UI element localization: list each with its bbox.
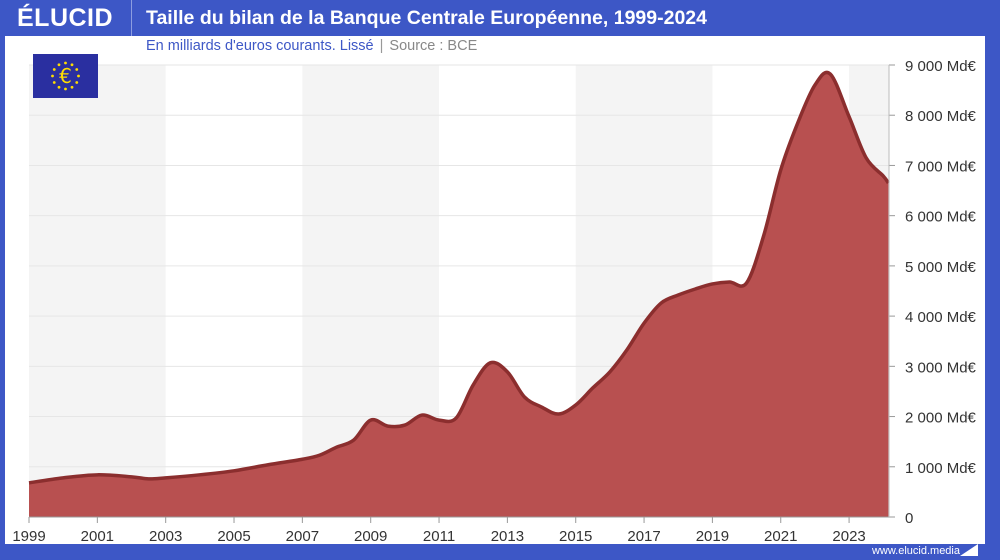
corner-logo-icon [960,544,978,556]
flag-star [52,68,56,71]
x-tick-label: 2021 [764,528,797,545]
x-tick-label: 2001 [81,528,114,545]
eu-flag-euro-icon: € [33,54,98,98]
footer-url[interactable]: www.elucid.media [871,545,960,557]
source-text: Source : BCE [389,38,478,54]
chart-subtitle: En milliards d'euros courants. Lissé | Sou… [146,38,477,54]
x-tick-label: 2007 [286,528,319,545]
x-tick-label: 2013 [491,528,524,545]
y-tick-label: 8 000 Md€ [905,108,977,125]
header-bar: ÉLUCID Taille du bilan de la Banque Cent… [0,0,1000,36]
svg-text:€: € [59,64,72,88]
x-tick-label: 2017 [627,528,660,545]
x-tick-label: 1999 [12,528,45,545]
y-tick-label: 5 000 Md€ [905,259,977,276]
flag-star [75,81,79,84]
series-line [28,70,890,485]
elucid-logo[interactable]: ÉLUCID [17,4,114,32]
background-band [29,65,166,517]
y-tick-label: 3 000 Md€ [905,359,977,376]
x-tick-label: 2015 [559,528,592,545]
x-tick-label: 2019 [696,528,729,545]
x-tick-label: 2003 [149,528,182,545]
flag-star [77,74,80,78]
subtitle-text: En milliards d'euros courants. Lissé [146,38,374,54]
y-tick-label: 4 000 Md€ [905,309,977,326]
header-divider [131,0,132,36]
flag-star [64,87,67,91]
subtitle-separator: | [379,38,384,54]
y-tick-label: 9 000 Md€ [905,58,977,75]
flag-star [64,61,67,65]
y-tick-label: 7 000 Md€ [905,158,977,175]
y-tick-label: 2 000 Md€ [905,410,977,427]
x-tick-label: 2005 [217,528,250,545]
flag-star [70,85,74,89]
flag-star [57,63,61,67]
x-tick-label: 2023 [832,528,865,545]
x-tick-label: 2009 [354,528,387,545]
flag-star [70,63,74,67]
y-tick-label: 1 000 Md€ [905,460,977,477]
flag-star [52,81,56,84]
y-tick-label: 6 000 Md€ [905,209,977,226]
chart-title: Taille du bilan de la Banque Centrale Eu… [146,7,707,29]
x-tick-label: 2011 [423,528,455,545]
y-tick-label: 0 [905,510,913,527]
area-fill [29,72,889,517]
flag-star [57,85,61,89]
flag-star [75,68,79,71]
flag-star [51,74,54,78]
